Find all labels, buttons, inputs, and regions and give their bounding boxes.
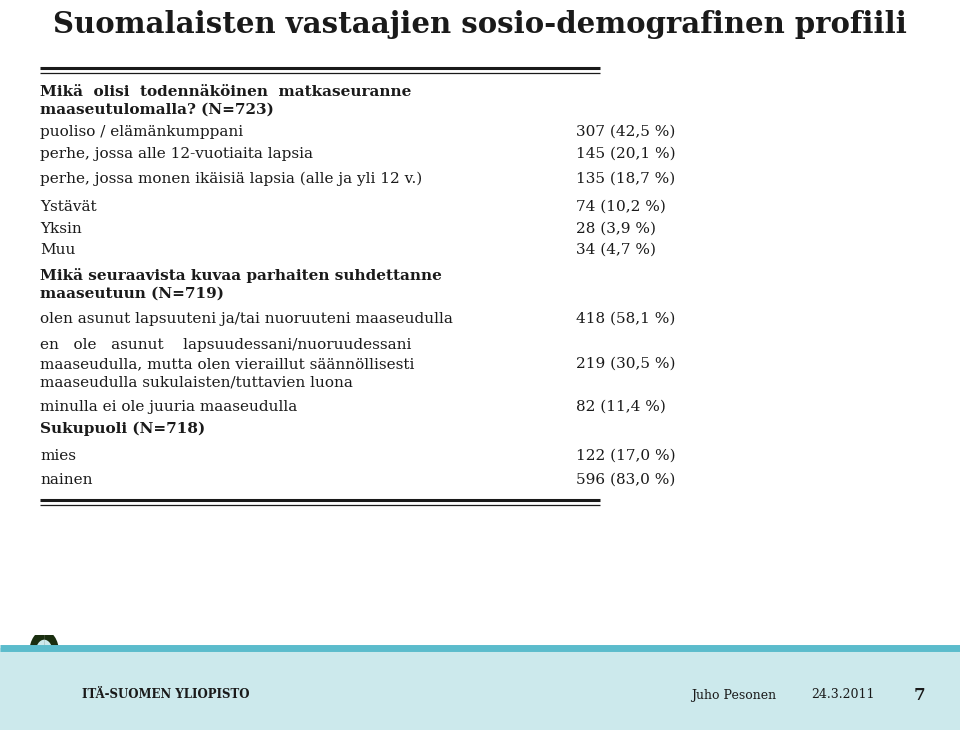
Text: Sukupuoli (N=718): Sukupuoli (N=718) <box>40 422 205 437</box>
Wedge shape <box>44 631 59 651</box>
Text: 82 (11,4 %): 82 (11,4 %) <box>576 400 666 414</box>
Text: Juho Pesonen: Juho Pesonen <box>691 688 777 702</box>
Text: minulla ei ole juuria maaseudulla: minulla ei ole juuria maaseudulla <box>40 400 298 414</box>
Text: 7: 7 <box>914 686 925 704</box>
Text: puoliso / elämänkumppani: puoliso / elämänkumppani <box>40 125 244 139</box>
Text: perhe, jossa monen ikäisiä lapsia (alle ja yli 12 v.): perhe, jossa monen ikäisiä lapsia (alle … <box>40 172 422 186</box>
Text: mies: mies <box>40 449 76 463</box>
Text: 34 (4,7 %): 34 (4,7 %) <box>576 243 656 257</box>
Wedge shape <box>36 639 44 651</box>
Wedge shape <box>37 661 44 672</box>
Bar <box>41 642 47 701</box>
Text: maaseudulla sukulaisten/tuttavien luona: maaseudulla sukulaisten/tuttavien luona <box>40 376 353 390</box>
Text: perhe, jossa alle 12-vuotiaita lapsia: perhe, jossa alle 12-vuotiaita lapsia <box>40 147 313 161</box>
Wedge shape <box>44 661 51 672</box>
Text: maaseutulomalla? (N=723): maaseutulomalla? (N=723) <box>40 103 275 117</box>
Wedge shape <box>30 631 44 651</box>
Text: 74 (10,2 %): 74 (10,2 %) <box>576 200 666 214</box>
Wedge shape <box>32 653 44 672</box>
Text: Mikä seuraavista kuvaa parhaiten suhdettanne: Mikä seuraavista kuvaa parhaiten suhdett… <box>40 268 443 283</box>
Text: en   ole   asunut    lapsuudessani/nuoruudessani: en ole asunut lapsuudessani/nuoruudessan… <box>40 338 412 352</box>
Text: 418 (58,1 %): 418 (58,1 %) <box>576 312 676 326</box>
Text: ITÄ-SUOMEN YLIOPISTO: ITÄ-SUOMEN YLIOPISTO <box>82 688 249 702</box>
Text: Mikä  olisi  todennäköinen  matkaseuranne: Mikä olisi todennäköinen matkaseuranne <box>40 85 412 99</box>
Text: Suomalaisten vastaajien sosio-demografinen profiili: Suomalaisten vastaajien sosio-demografin… <box>53 10 907 39</box>
Text: 219 (30,5 %): 219 (30,5 %) <box>576 357 676 371</box>
Text: maaseutuun (N=719): maaseutuun (N=719) <box>40 287 225 301</box>
Text: 135 (18,7 %): 135 (18,7 %) <box>576 172 675 186</box>
Text: 145 (20,1 %): 145 (20,1 %) <box>576 147 676 161</box>
Text: Muu: Muu <box>40 243 76 257</box>
Wedge shape <box>44 653 57 672</box>
Wedge shape <box>44 639 53 651</box>
Text: Ystävät: Ystävät <box>40 200 97 214</box>
Text: olen asunut lapsuuteni ja/tai nuoruuteni maaseudulla: olen asunut lapsuuteni ja/tai nuoruuteni… <box>40 312 453 326</box>
Text: 122 (17,0 %): 122 (17,0 %) <box>576 449 676 463</box>
Text: maaseudulla, mutta olen vieraillut säännöllisesti: maaseudulla, mutta olen vieraillut säänn… <box>40 357 415 371</box>
Text: 596 (83,0 %): 596 (83,0 %) <box>576 473 676 487</box>
Text: 24.3.2011: 24.3.2011 <box>811 688 875 702</box>
Text: 28 (3,9 %): 28 (3,9 %) <box>576 222 656 236</box>
Text: 307 (42,5 %): 307 (42,5 %) <box>576 125 676 139</box>
Text: Yksin: Yksin <box>40 222 82 236</box>
Text: nainen: nainen <box>40 473 93 487</box>
